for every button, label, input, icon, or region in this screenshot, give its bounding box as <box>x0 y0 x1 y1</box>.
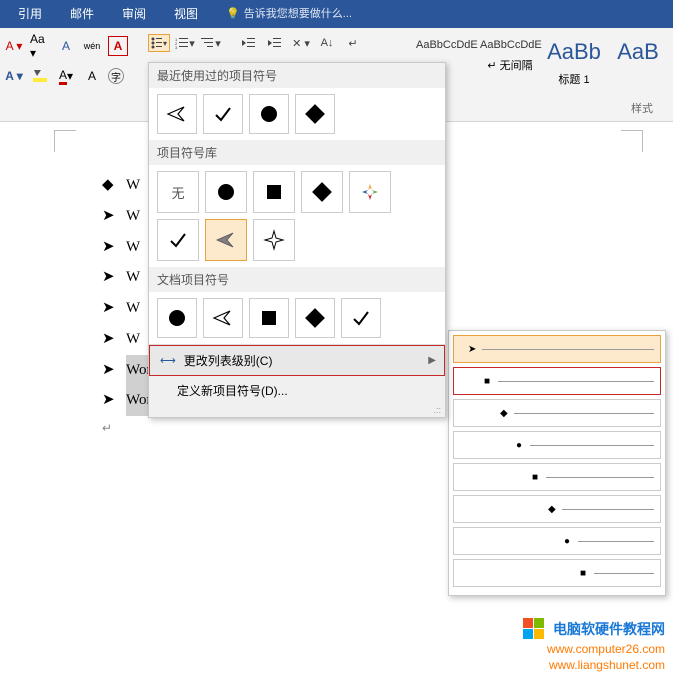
show-marks-button[interactable]: ↵ <box>342 34 364 52</box>
list-level-option[interactable]: ■ <box>453 463 661 491</box>
bullet-check-recent[interactable] <box>203 94 243 134</box>
bullet-disc-lib[interactable] <box>205 171 247 213</box>
bullet-diamond-doc[interactable] <box>295 298 335 338</box>
pinyin-button[interactable]: wén <box>82 36 102 56</box>
list-level-option[interactable]: ➤ <box>453 335 661 363</box>
list-level-option[interactable]: ● <box>453 431 661 459</box>
tab-review[interactable]: 审阅 <box>108 0 160 28</box>
page-corner-left <box>54 130 76 152</box>
styles-label: 样式 <box>631 100 653 116</box>
increase-indent-button[interactable] <box>264 34 286 52</box>
tab-references[interactable]: 引用 <box>4 0 56 28</box>
ribbon-tabs: 引用 邮件 审阅 视图 告诉我您想要做什么... <box>0 0 673 28</box>
phonetic-guide-button[interactable]: A <box>56 36 76 56</box>
list-level-option[interactable]: ◆ <box>453 495 661 523</box>
bullet-disc-doc[interactable] <box>157 298 197 338</box>
watermark-logo-icon <box>523 618 545 640</box>
bullet-arrow-recent[interactable] <box>157 94 197 134</box>
character-border-button[interactable]: A <box>108 36 128 56</box>
bullet-arrow-doc[interactable] <box>203 298 243 338</box>
list-level-option[interactable]: ■ <box>453 559 661 587</box>
bullet-star4-lib[interactable] <box>253 219 295 261</box>
numbering-button[interactable]: 123 ▾ <box>174 34 196 52</box>
watermark: 电脑软硬件教程网 www.computer26.com www.liangshu… <box>523 618 665 672</box>
bullet-none[interactable]: 无 <box>157 171 199 213</box>
define-new-bullet-item[interactable]: 定义新项目符号(D)... <box>149 376 445 405</box>
bullet-library-label: 项目符号库 <box>149 140 445 165</box>
list-level-option[interactable]: ◆ <box>453 399 661 427</box>
bullet-square-doc[interactable] <box>249 298 289 338</box>
multilevel-list-button[interactable]: ▾ <box>200 34 222 52</box>
list-level-option[interactable]: ■ <box>453 367 661 395</box>
bullet-check-doc[interactable] <box>341 298 381 338</box>
decrease-indent-button[interactable] <box>238 34 260 52</box>
sort-button[interactable]: A↓ <box>316 34 338 52</box>
list-level-panel: ➤ ■ ◆ ● ■ ◆ ● ■ <box>448 330 666 596</box>
style-heading-1[interactable]: AaBb 标题 1 <box>543 32 605 90</box>
change-level-icon: ⟷ <box>160 354 176 367</box>
tell-me-input[interactable]: 告诉我您想要做什么... <box>212 0 366 28</box>
bullet-arrow-lib-selected[interactable] <box>205 219 247 261</box>
recent-bullets-label: 最近使用过的项目符号 <box>149 63 445 88</box>
change-case-button[interactable]: Aa ▾ <box>30 36 50 56</box>
bullet-diamond-lib[interactable] <box>301 171 343 213</box>
style-heading-2[interactable]: AaB <box>607 32 669 90</box>
change-list-level-item[interactable]: ⟷ 更改列表级别(C) ▶ <box>149 345 445 376</box>
svg-text:3: 3 <box>175 45 178 49</box>
bullet-square-lib[interactable] <box>253 171 295 213</box>
highlight-button[interactable] <box>30 66 50 86</box>
bullet-disc-recent[interactable] <box>249 94 289 134</box>
bullets-dropdown-button[interactable]: ▾ <box>148 34 170 52</box>
bullets-dropdown-panel: 最近使用过的项目符号 项目符号库 无 文档项目符号 ⟷ 更改列表级别(C) ▶ … <box>148 62 446 418</box>
page-corner-right <box>621 130 643 152</box>
list-level-option[interactable]: ● <box>453 527 661 555</box>
character-shading-button[interactable]: A <box>82 66 102 86</box>
enclose-char-button[interactable]: 字 <box>108 68 124 84</box>
paragraph-group: ▾ 123 ▾ ▾ ✕ ▾ A↓ ↵ <box>148 34 364 52</box>
text-effects-button[interactable]: A ▾ <box>4 66 24 86</box>
asian-layout-button[interactable]: ✕ ▾ <box>290 34 312 52</box>
tab-mailings[interactable]: 邮件 <box>56 0 108 28</box>
bullet-4arrows-lib[interactable] <box>349 171 391 213</box>
styles-group: AaBbCcDdE AaBbCcDdE ↵ 无间隔 AaBb 标题 1 AaB <box>415 32 673 90</box>
style-no-spacing[interactable]: AaBbCcDdE ↵ 无间隔 <box>479 32 541 90</box>
font-group: A ▾ Aa ▾ A wén A A ▾ A ▾ A 字 <box>0 34 132 88</box>
bullet-check-lib[interactable] <box>157 219 199 261</box>
tab-view[interactable]: 视图 <box>160 0 212 28</box>
font-color-button[interactable]: A ▾ <box>4 36 24 56</box>
bullet-diamond-recent[interactable] <box>295 94 335 134</box>
submenu-arrow-icon: ▶ <box>428 355 436 366</box>
doc-bullets-label: 文档项目符号 <box>149 267 445 292</box>
font-color-a-button[interactable]: A ▾ <box>56 66 76 86</box>
